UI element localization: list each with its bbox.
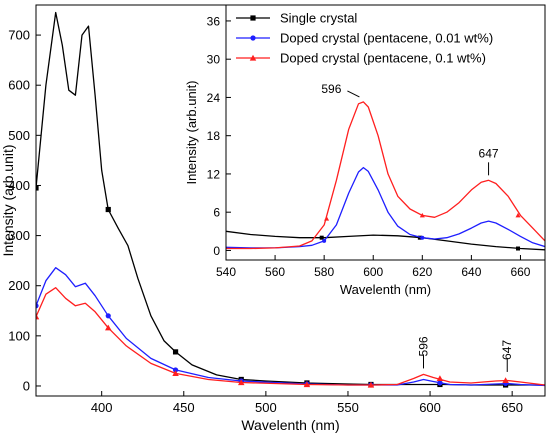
main-y-tick-label: 300 — [8, 228, 30, 243]
main-series-2-marker — [36, 313, 40, 320]
inset-plot-area — [226, 101, 545, 251]
inset-y-tick-label: 36 — [207, 14, 221, 28]
main-y-tick-label: 500 — [8, 128, 30, 143]
inset-series-line-0 — [226, 230, 545, 251]
legend-marker — [250, 35, 256, 41]
inset-x-tick-label: 640 — [461, 265, 481, 279]
inset-plot-frame — [225, 4, 546, 261]
main-x-axis: 400 450 500 550 600 650 — [91, 391, 523, 415]
inset-series-2-marker — [419, 212, 425, 218]
legend-label: Doped crystal (pentacene, 0.01 wt%) — [280, 31, 493, 46]
main-plot-area — [36, 11, 545, 388]
main-x-tick-label: 500 — [255, 400, 277, 415]
main-series-2-marker — [502, 377, 509, 384]
inset-y-tick-label: 30 — [207, 53, 221, 67]
inset-series-line-2 — [226, 101, 545, 250]
main-x-tick-label: 650 — [501, 400, 523, 415]
main-x-tick-label: 450 — [173, 400, 195, 415]
main-series-1-marker — [437, 380, 443, 386]
main-y-tick-label: 700 — [8, 28, 30, 43]
inset-annotation-label: 647 — [479, 146, 499, 160]
main-series-2-marker — [237, 379, 245, 386]
inset-panel: 540 560 580 600 620 640 660 0 6 12 18 24 30 36 Wavelen… — [184, 4, 546, 297]
main-series-1-marker — [36, 303, 39, 309]
main-y-axis-title: Intensity (arb.unit) — [0, 144, 16, 256]
inset-series-2-marker — [324, 216, 330, 221]
inset-y-tick-label: 0 — [213, 244, 220, 258]
main-series-0-marker — [172, 349, 179, 355]
legend-marker — [249, 54, 257, 61]
legend-label: Doped crystal (pentacene, 0.1 wt%) — [280, 51, 486, 66]
inset-x-tick-label: 580 — [314, 265, 334, 279]
inset-y-axis-title: Intensity (arb.unit) — [184, 80, 199, 184]
inset-x-tick-label: 540 — [216, 265, 236, 279]
main-series-2-marker — [303, 381, 311, 388]
inset-x-tick-label: 620 — [412, 265, 432, 279]
inset-y-tick-label: 6 — [213, 206, 220, 220]
inset-y-tick-label: 24 — [207, 91, 221, 105]
inset-y-tick-label: 12 — [207, 167, 221, 181]
inset-x-tick-label: 600 — [363, 265, 383, 279]
inset-series-1-marker — [420, 235, 425, 240]
legend-marker — [250, 15, 256, 21]
inset-x-axis-title: Wavelenth (nm) — [340, 282, 431, 297]
inset-y-axis: 0 6 12 18 24 30 36 — [207, 14, 231, 258]
main-series-0-marker — [36, 185, 39, 191]
inset-x-axis: 540 560 580 600 620 640 660 — [216, 255, 531, 279]
main-series-1-marker — [105, 313, 111, 319]
inset-x-tick-label: 560 — [265, 265, 285, 279]
inset-series-0-marker — [319, 235, 324, 240]
main-y-tick-label: 600 — [8, 78, 30, 93]
main-panel: 400 450 500 550 600 6500100200300400500600700… — [0, 4, 546, 433]
main-y-tick-label: 100 — [8, 328, 30, 343]
inset-x-tick-label: 660 — [510, 265, 530, 279]
main-series-2-marker — [436, 375, 444, 382]
inset-series-2-marker — [515, 212, 521, 218]
main-y-tick-label: 0 — [23, 378, 30, 393]
legend-label: Single crystal — [280, 11, 357, 26]
main-series-line-2 — [36, 287, 545, 386]
main-y-tick-label: 200 — [8, 278, 30, 293]
main-y-axis: 0 100 200 300 400 500 600 700 — [8, 28, 41, 393]
inset-series-1-marker — [322, 238, 327, 243]
main-x-axis-title: Wavelenth (nm) — [241, 417, 339, 433]
main-series-0-marker — [105, 206, 111, 213]
main-annotation-label: 596 — [416, 336, 430, 356]
inset-annotation-label: 596 — [321, 82, 341, 96]
main-x-tick-label: 600 — [419, 400, 441, 415]
main-y-tick-label: 400 — [8, 178, 30, 193]
main-x-tick-label: 400 — [91, 400, 113, 415]
inset-series-line-1 — [226, 166, 545, 249]
main-series-line-0 — [36, 11, 545, 386]
inset-background — [226, 5, 545, 260]
main-annotation-label: 647 — [500, 340, 514, 360]
main-series-2-marker — [104, 324, 112, 331]
main-series-line-1 — [36, 267, 545, 387]
inset-series-0-marker — [516, 246, 521, 251]
main-x-tick-label: 550 — [337, 400, 359, 415]
inset-y-tick-label: 18 — [207, 129, 221, 143]
main-series-2-marker — [172, 370, 179, 377]
inset-annotation-line — [347, 90, 360, 98]
legend: Single crystal Doped crystal (pentacene, … — [236, 11, 493, 66]
main-series-2-marker — [367, 381, 375, 388]
main-series-1-marker — [172, 367, 179, 373]
